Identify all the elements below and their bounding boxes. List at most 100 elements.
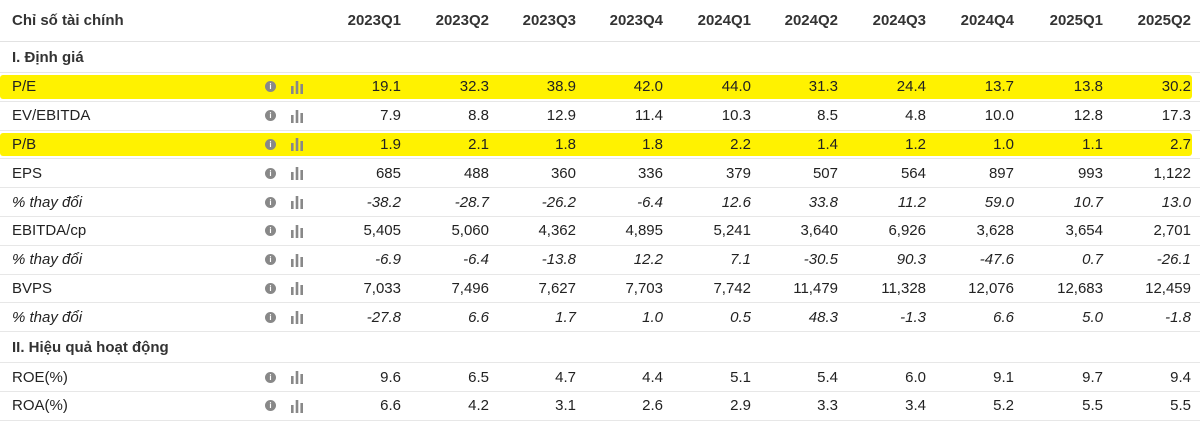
row-value: 507: [812, 164, 838, 182]
row-value: -26.2: [541, 193, 576, 211]
row-value: 564: [900, 164, 926, 182]
row-value: 5.5: [1170, 397, 1191, 415]
row-value: 6.6: [468, 308, 489, 326]
row-value: 6.6: [380, 397, 401, 415]
bar-chart-icon[interactable]: [290, 253, 304, 267]
row-value: 10.0: [984, 107, 1014, 125]
info-icon[interactable]: i: [265, 400, 276, 412]
row-value: 2.2: [730, 135, 751, 153]
bar-chart-icon[interactable]: [290, 370, 304, 385]
row-label: EBITDA/cp: [12, 222, 87, 240]
bar-chart-icon[interactable]: [290, 195, 304, 210]
row-value: 1,122: [1153, 164, 1191, 182]
row-value: 6.5: [468, 368, 489, 386]
info-icon[interactable]: i: [265, 311, 276, 323]
info-icon[interactable]: i: [265, 196, 276, 208]
row-value: 59.0: [984, 193, 1014, 211]
row-value: -6.9: [375, 251, 401, 269]
bar-chart-icon[interactable]: [290, 166, 304, 181]
row-label: P/B: [12, 135, 37, 153]
row-value: 44.0: [721, 78, 751, 96]
row-value: 10.3: [721, 107, 751, 125]
bar-chart-icon[interactable]: [290, 137, 304, 152]
row-cells: -38.2 -28.7 -26.2 -6.4 12.6 33.8 11.2 59.0 10.7 1…: [0, 188, 1200, 216]
row-value: 32.3: [459, 78, 489, 96]
table-row: % thay đổi i -6.9 -6.4 -13.8 12.2 7.1 -30.5 90.3…: [0, 246, 1200, 275]
row-value: 1.0: [642, 308, 663, 326]
row-value: 7,496: [451, 279, 489, 297]
row-value: 685: [375, 164, 401, 182]
bar-chart-icon[interactable]: [290, 281, 304, 296]
row-value: 11,479: [793, 279, 838, 297]
row-value: 24.4: [896, 78, 926, 96]
row-value: -13.8: [541, 251, 576, 269]
row-value: 1.4: [817, 135, 838, 153]
row-value: 360: [550, 164, 576, 182]
row-value: 1.1: [1082, 135, 1103, 153]
row-value: 5.1: [730, 368, 751, 386]
info-icon[interactable]: i: [265, 371, 276, 383]
bar-chart-icon[interactable]: [290, 224, 304, 238]
row-value: 0.5: [730, 308, 751, 326]
row-cells: -27.8 6.6 1.7 1.0 0.5 48.3 -1.3 6.6 5.0 -1.8: [0, 303, 1200, 331]
info-icon[interactable]: i: [265, 81, 276, 93]
row-value: 10.7: [1073, 193, 1103, 211]
row-value: -27.8: [366, 308, 401, 326]
row-value: 1.2: [905, 135, 926, 153]
table-header: Chỉ số tài chính 2023Q1 2023Q2 2023Q3 2023Q4…: [0, 0, 1200, 42]
row-value: 31.3: [808, 78, 838, 96]
row-value: 8.8: [468, 107, 489, 125]
row-value: 90.3: [896, 251, 926, 269]
bar-chart-icon[interactable]: [290, 109, 304, 123]
info-icon[interactable]: i: [265, 110, 276, 122]
period-header: 2024Q3: [872, 12, 926, 29]
row-label: EPS: [12, 164, 43, 182]
table-row: ROE(%) i 9.6 6.5 4.7 4.4 5.1 5.4 6.0 9.1 9.7 9.4: [0, 363, 1200, 392]
row-value: 13.8: [1073, 78, 1103, 96]
bar-chart-icon[interactable]: [290, 399, 304, 413]
info-icon[interactable]: i: [265, 225, 276, 237]
row-value: 9.4: [1170, 368, 1191, 386]
row-value: 3.3: [817, 397, 838, 415]
row-value: 7.9: [380, 107, 401, 125]
row-value: 13.0: [1161, 193, 1191, 211]
row-value: 2,701: [1153, 222, 1191, 240]
row-value: 9.6: [380, 368, 401, 386]
row-value: 12,683: [1057, 279, 1103, 297]
row-value: 3,628: [976, 222, 1014, 240]
section-title: II. Hiệu quả hoạt động: [12, 338, 169, 356]
row-cells: 2023Q1 2023Q2 2023Q3 2023Q4 2024Q1 2024Q2 2024…: [0, 0, 1200, 41]
row-cells: 7.9 8.8 12.9 11.4 10.3 8.5 4.8 10.0 12.8 17.3: [0, 102, 1200, 130]
row-label: % thay đổi: [12, 308, 83, 326]
row-value: 7,033: [363, 279, 401, 297]
row-value: -38.2: [366, 193, 401, 211]
bar-chart-icon[interactable]: [290, 310, 304, 325]
info-icon[interactable]: i: [265, 138, 276, 150]
row-value: 17.3: [1161, 107, 1191, 125]
row-value: 7,703: [625, 279, 663, 297]
row-value: 4,895: [625, 222, 663, 240]
row-value: 2.9: [730, 397, 751, 415]
table-row: EPS i 685 488 360 336 379 507 564 897 993 1,122: [0, 159, 1200, 189]
period-header: 2023Q1: [347, 12, 401, 29]
row-value: 38.9: [546, 78, 576, 96]
row-value: 12.8: [1073, 107, 1103, 125]
row-value: 1.9: [380, 135, 401, 153]
row-value: 2.7: [1170, 135, 1191, 153]
row-value: 48.3: [808, 308, 838, 326]
row-value: 3,654: [1065, 222, 1103, 240]
row-value: 336: [637, 164, 663, 182]
info-icon[interactable]: i: [265, 254, 276, 266]
row-value: 2.1: [468, 135, 489, 153]
row-value: 42.0: [633, 78, 663, 96]
info-icon[interactable]: i: [265, 282, 276, 294]
row-value: 7,742: [713, 279, 751, 297]
info-icon[interactable]: i: [265, 167, 276, 179]
row-value: 3.1: [555, 397, 576, 415]
row-value: -30.5: [803, 251, 838, 269]
row-value: 5.0: [1082, 308, 1103, 326]
row-cells: 685 488 360 336 379 507 564 897 993 1,122: [0, 159, 1200, 187]
bar-chart-icon[interactable]: [290, 80, 304, 94]
